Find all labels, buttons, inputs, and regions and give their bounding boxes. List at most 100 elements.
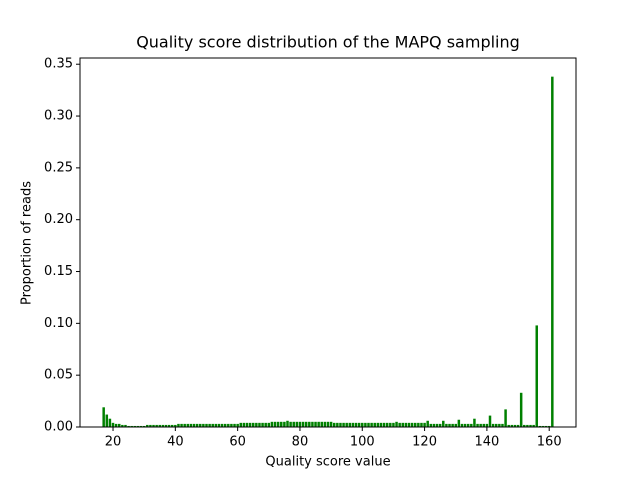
bar (457, 419, 461, 427)
bar (217, 423, 221, 427)
bar (501, 423, 504, 427)
bar (410, 422, 414, 427)
bar (532, 424, 535, 427)
bar (401, 422, 405, 427)
bar (463, 423, 467, 427)
bar (510, 424, 514, 427)
bar (407, 422, 411, 427)
bar (127, 425, 130, 427)
bar (454, 423, 457, 427)
y-tick-label: 0.25 (44, 160, 73, 175)
bar (473, 418, 476, 427)
bar (342, 422, 345, 427)
y-axis-label: Proportion of reads (20, 181, 35, 305)
bar (304, 421, 308, 427)
bar (516, 424, 520, 427)
bar (161, 424, 165, 427)
bar (470, 423, 473, 427)
bar (466, 423, 470, 427)
bar (242, 422, 246, 427)
bar (479, 423, 482, 427)
bar (373, 422, 376, 427)
bar (404, 422, 408, 427)
x-tick-label: 100 (350, 435, 375, 450)
bar (364, 422, 367, 427)
bar (311, 421, 314, 427)
y-tick-label: 0.35 (44, 57, 73, 72)
bar (376, 422, 380, 427)
bar (164, 424, 168, 427)
bar (529, 424, 532, 427)
bar (476, 423, 479, 427)
bar (276, 421, 280, 427)
bar (130, 425, 133, 427)
bar (289, 421, 292, 427)
bar (448, 423, 451, 427)
bar (149, 424, 152, 427)
bar (170, 424, 174, 427)
bar (367, 422, 370, 427)
y-tick-label: 0.05 (44, 368, 73, 383)
bar (329, 421, 333, 427)
bar (523, 424, 526, 427)
bar (248, 422, 252, 427)
bar (417, 422, 420, 427)
bar (519, 392, 523, 427)
bar (214, 423, 218, 427)
x-tick-label: 140 (474, 435, 499, 450)
bar (488, 415, 492, 427)
x-tick-label: 120 (412, 435, 437, 450)
bar (435, 423, 439, 427)
bar (174, 424, 177, 427)
bar (152, 424, 155, 427)
bar (208, 423, 211, 427)
bar (223, 423, 227, 427)
bar (420, 422, 423, 427)
bar (236, 423, 239, 427)
bar (195, 423, 199, 427)
bar (124, 424, 127, 427)
bar (442, 420, 445, 427)
bar (357, 422, 361, 427)
bar (114, 423, 118, 427)
bar (491, 423, 495, 427)
bar (482, 423, 486, 427)
bar (167, 424, 171, 427)
bar (460, 423, 464, 427)
bar (230, 423, 233, 427)
bar (379, 422, 383, 427)
bar (139, 425, 143, 427)
bar (146, 424, 149, 427)
bar (504, 409, 507, 427)
bar (323, 421, 327, 427)
bar (251, 422, 255, 427)
bar (295, 421, 299, 427)
bar (432, 423, 436, 427)
bar (158, 424, 162, 427)
bar (326, 421, 330, 427)
bar (541, 425, 545, 427)
y-tick-label: 0.30 (44, 109, 73, 124)
bar (136, 425, 140, 427)
bar (317, 421, 320, 427)
bar (445, 423, 448, 427)
axes-frame (79, 57, 577, 428)
bar (270, 421, 274, 427)
x-tick-label: 20 (105, 435, 122, 450)
bar (189, 423, 193, 427)
bar (227, 423, 230, 427)
x-tick-label: 80 (292, 435, 309, 450)
bar (273, 421, 277, 427)
bar (211, 423, 214, 427)
bar (370, 422, 373, 427)
bar (389, 422, 392, 427)
bar (494, 423, 498, 427)
bar (361, 422, 364, 427)
bar (108, 418, 112, 427)
bar (351, 422, 355, 427)
bar (239, 422, 243, 427)
bar (320, 421, 324, 427)
bar (332, 422, 336, 427)
bar (535, 325, 538, 427)
